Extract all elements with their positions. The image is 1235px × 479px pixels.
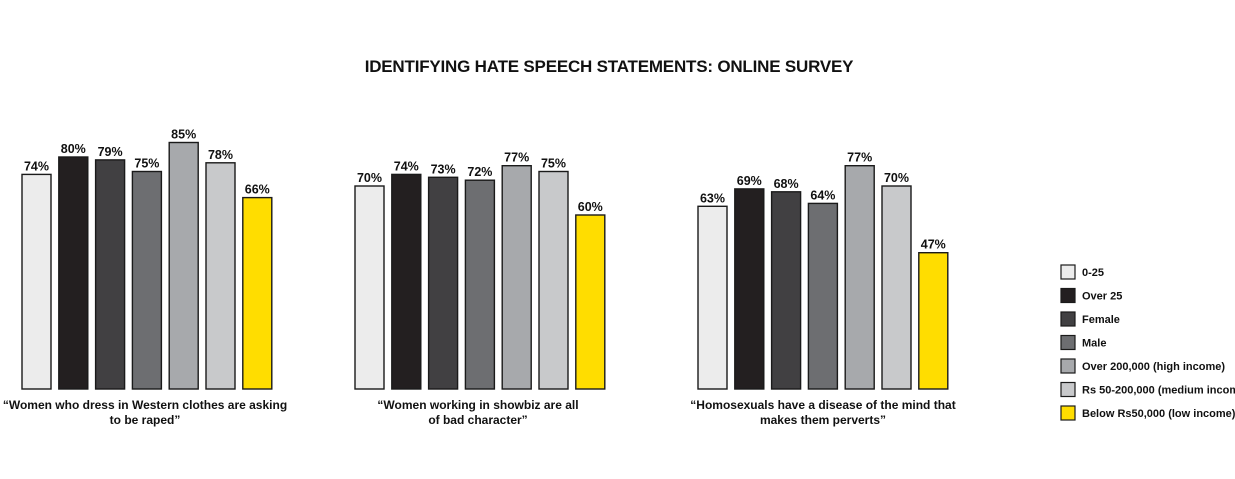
bar [391,173,422,390]
legend-label: Over 25 [1082,291,1122,303]
legend-swatch [1060,358,1076,374]
bar-value-label: 60% [578,200,603,214]
bar [131,170,163,390]
bar [770,191,802,390]
bar [205,162,236,390]
legend-item: Over 200,000 (high income) [1060,358,1225,374]
bar [807,202,839,390]
bar-value-label: 78% [208,148,233,162]
legend-swatch [1060,287,1076,304]
bar-value-label: 64% [810,188,835,202]
bar-value-label: 77% [847,151,872,165]
legend-swatch [1060,334,1076,351]
bar [168,141,199,390]
group-caption-line: of bad character” [428,413,527,427]
legend-label: Rs 50-200,000 (medium income) [1082,385,1235,397]
bar [242,196,273,390]
group-caption-line: to be raped” [110,413,181,427]
legend: 0-25 Over 25 Female Male Over 200,000 (high … [1060,264,1235,421]
legend-label: Below Rs50,000 (low income) [1082,408,1235,420]
bar [697,205,728,390]
group-caption-line: “Women working in showbiz are all [377,398,578,412]
legend-label: Male [1082,338,1106,350]
legend-item: Rs 50-200,000 (medium income) [1060,381,1235,398]
bar-value-label: 74% [394,159,419,173]
legend-label: Over 200,000 (high income) [1082,361,1225,373]
bar-value-label: 85% [171,128,196,142]
bar-group-3: 63% 69% 68% 64% 77% 70% 47% “Homosexuals have a… [690,151,955,427]
bar-value-label: 72% [467,165,492,179]
bar-groups: 74% 80% 79% 75% 85% 78% 66% “Women who dress in… [3,128,956,428]
legend-swatch [1060,264,1076,280]
bar [58,156,89,390]
bar-value-label: 70% [884,171,909,185]
bar-value-label: 80% [61,142,86,156]
chart-title: IDENTIFYING HATE SPEECH STATEMENTS: ONLI… [365,57,854,76]
bar [881,185,912,390]
bar-value-label: 69% [737,174,762,188]
bar-value-label: 77% [504,151,529,165]
bar-value-label: 74% [24,159,49,173]
bar [354,185,385,390]
bar-group-2: 70% 74% 73% 72% 77% 75% 60% “Women working in s… [354,151,606,427]
bar-value-label: 47% [921,238,946,252]
group-caption-line: “Homosexuals have a disease of the mind … [690,398,955,412]
legend-label: Female [1082,314,1120,326]
bar-value-label: 63% [700,191,725,205]
bar-value-label: 70% [357,171,382,185]
legend-item: Male [1060,334,1106,351]
bar [464,179,496,390]
legend-item: Female [1060,311,1120,327]
bar [575,214,606,390]
bar [94,159,126,390]
legend-label: 0-25 [1082,267,1104,279]
bar-value-label: 79% [98,145,123,159]
group-caption-line: makes them perverts” [760,413,886,427]
legend-swatch [1060,311,1076,327]
bar-value-label: 73% [431,162,456,176]
bar [21,173,52,390]
bar [844,164,875,390]
bar [427,176,459,390]
legend-item: 0-25 [1060,264,1104,280]
bar-group-1: 74% 80% 79% 75% 85% 78% 66% “Women who dress in… [3,128,287,428]
group-caption-line: “Women who dress in Western clothes are … [3,398,287,412]
legend-swatch [1060,405,1076,421]
bar [918,251,949,390]
bar [734,188,765,390]
bar [501,164,532,390]
legend-item: Below Rs50,000 (low income) [1060,405,1235,421]
legend-item: Over 25 [1060,287,1122,304]
bar [538,170,569,390]
legend-swatch [1060,381,1076,398]
bar-value-label: 66% [245,183,270,197]
bar-value-label: 68% [774,177,799,191]
bar-value-label: 75% [541,157,566,171]
bar-value-label: 75% [134,157,159,171]
